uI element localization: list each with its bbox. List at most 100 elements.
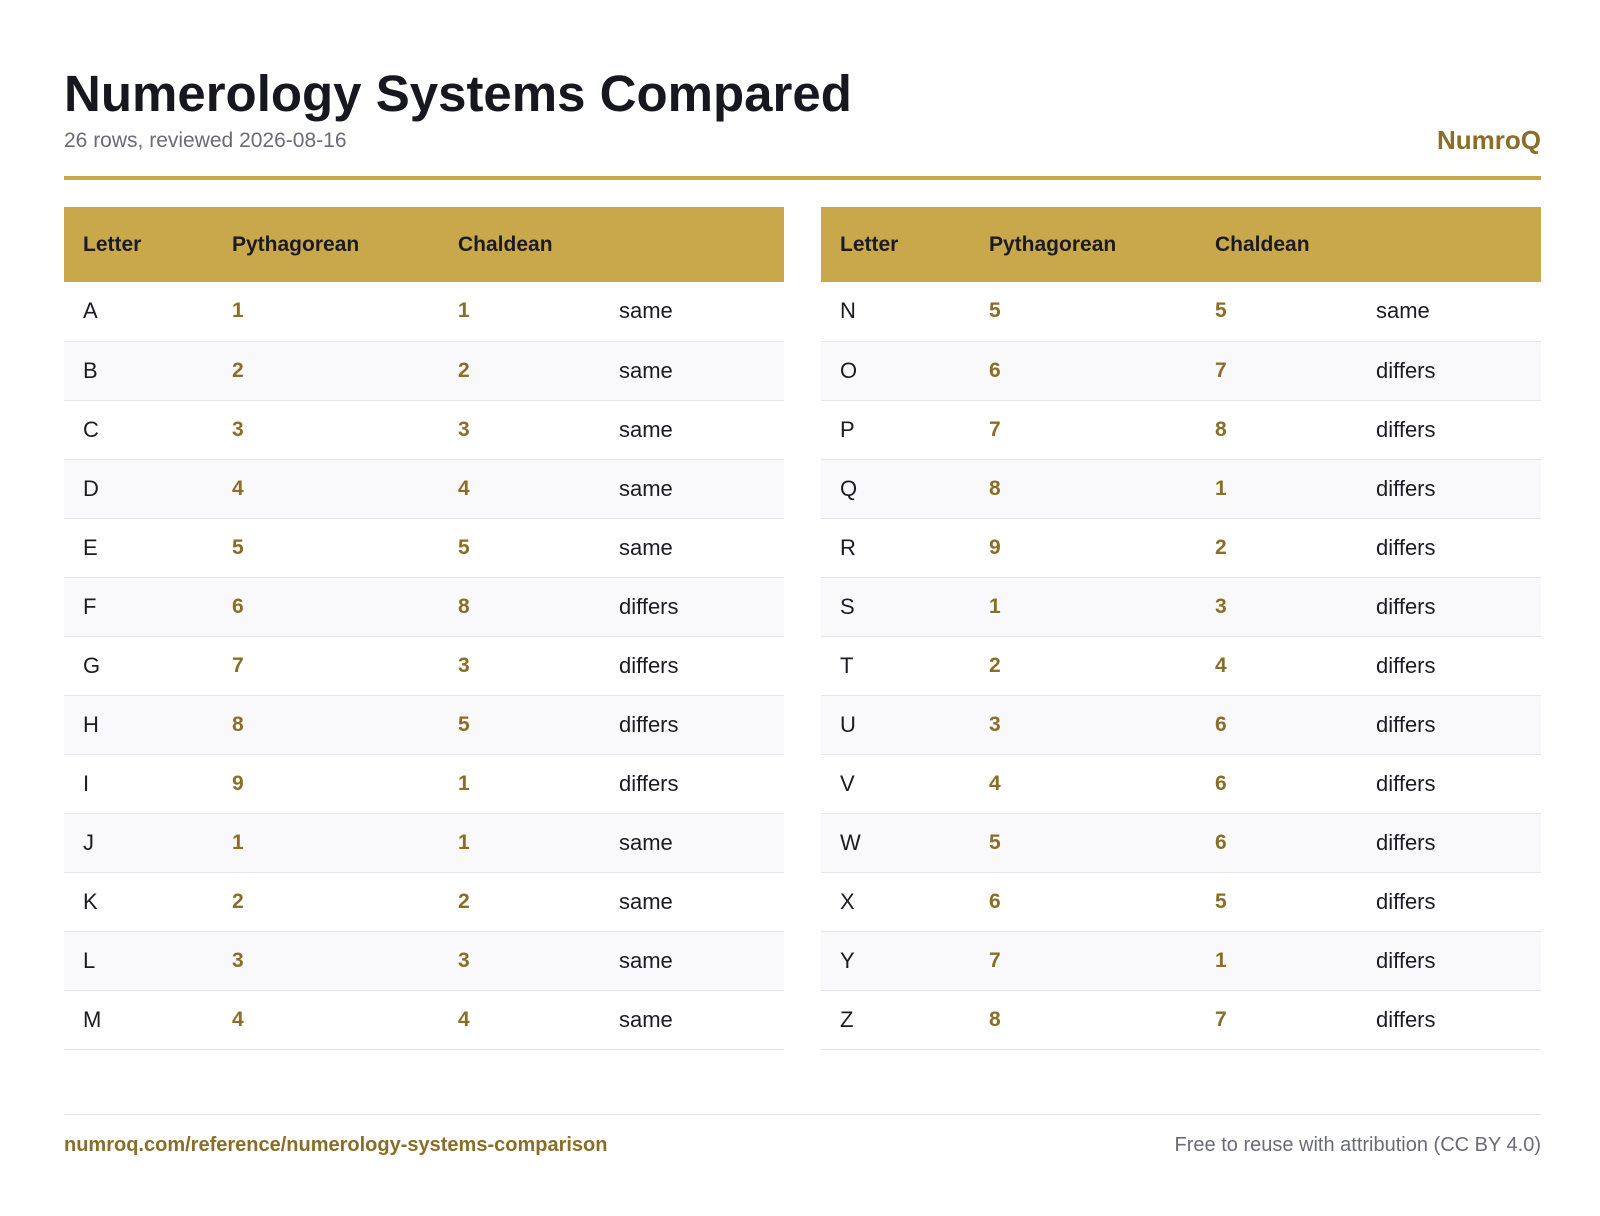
cell-pythagorean-value: 5 <box>970 813 1196 873</box>
cell-match-status: differs <box>1376 518 1541 578</box>
cell-chaldean-value: 1 <box>439 282 619 342</box>
cell-match-status: differs <box>1376 872 1541 932</box>
cell-letter: F <box>64 577 213 637</box>
table-row: W 5 6 differs <box>821 813 1541 873</box>
cell-pythagorean-value: 8 <box>970 990 1196 1050</box>
table-row: L 3 3 same <box>64 931 784 991</box>
table-row: A 1 1 same <box>64 282 784 342</box>
cell-letter: P <box>821 400 970 460</box>
cell-chaldean-value: 7 <box>1196 990 1376 1050</box>
cell-pythagorean-value: 1 <box>970 577 1196 637</box>
cell-chaldean-value: 4 <box>439 459 619 519</box>
cell-chaldean-value: 1 <box>439 813 619 873</box>
cell-pythagorean-value: 9 <box>213 754 439 814</box>
cell-letter: Q <box>821 459 970 519</box>
table-row: S 1 3 differs <box>821 577 1541 637</box>
column-header-letter: Letter <box>83 232 142 256</box>
cell-letter: A <box>64 282 213 342</box>
table-row: R 9 2 differs <box>821 518 1541 578</box>
cell-letter: X <box>821 872 970 932</box>
cell-match-status: differs <box>1376 754 1541 814</box>
cell-match-status: differs <box>1376 931 1541 991</box>
cell-letter: E <box>64 518 213 578</box>
page: Numerology Systems Compared 26 rows, rev… <box>64 0 1541 1216</box>
cell-chaldean-value: 7 <box>1196 341 1376 401</box>
cell-letter: L <box>64 931 213 991</box>
cell-match-status: differs <box>1376 695 1541 755</box>
cell-pythagorean-value: 8 <box>213 695 439 755</box>
source-url-link[interactable]: numroq.com/reference/numerology-systems-… <box>64 1134 608 1156</box>
table-row: K 2 2 same <box>64 872 784 932</box>
cell-pythagorean-value: 8 <box>970 459 1196 519</box>
table-row: C 3 3 same <box>64 400 784 460</box>
column-header-letter: Letter <box>840 232 899 256</box>
cell-match-status: differs <box>619 577 784 637</box>
column-header-pythagorean: Pythagorean <box>989 232 1117 256</box>
cell-chaldean-value: 1 <box>439 754 619 814</box>
cell-pythagorean-value: 9 <box>970 518 1196 578</box>
table-body: N 5 5 same O 6 7 differs P 7 8 differs Q 8 1 differs R 9 2… <box>821 282 1541 1050</box>
table-row: X 6 5 differs <box>821 872 1541 932</box>
cell-letter: H <box>64 695 213 755</box>
cell-chaldean-value: 3 <box>439 636 619 696</box>
cell-letter: D <box>64 459 213 519</box>
comparison-table-left: Letter Pythagorean Chaldean A 1 1 same B 2 2 sa… <box>64 207 784 1050</box>
cell-chaldean-value: 2 <box>439 872 619 932</box>
column-header-status <box>1376 207 1541 282</box>
cell-pythagorean-value: 3 <box>213 931 439 991</box>
cell-match-status: differs <box>1376 577 1541 637</box>
table-row: D 4 4 same <box>64 459 784 519</box>
cell-match-status: differs <box>1376 813 1541 873</box>
cell-letter: I <box>64 754 213 814</box>
table-row: Z 8 7 differs <box>821 990 1541 1050</box>
cell-match-status: same <box>619 813 784 873</box>
table-body: A 1 1 same B 2 2 same C 3 3 same D 4 4 same E 5 5 same F 6 8 di… <box>64 282 784 1050</box>
brand-logo-text: NumroQ <box>1437 125 1541 155</box>
cell-pythagorean-value: 6 <box>213 577 439 637</box>
cell-letter: U <box>821 695 970 755</box>
table-row: B 2 2 same <box>64 341 784 401</box>
table-row: Y 7 1 differs <box>821 931 1541 991</box>
cell-chaldean-value: 2 <box>1196 518 1376 578</box>
cell-chaldean-value: 5 <box>1196 282 1376 342</box>
table-row: Q 8 1 differs <box>821 459 1541 519</box>
cell-letter: Y <box>821 931 970 991</box>
cell-pythagorean-value: 4 <box>970 754 1196 814</box>
cell-letter: J <box>64 813 213 873</box>
cell-pythagorean-value: 5 <box>970 282 1196 342</box>
cell-chaldean-value: 8 <box>1196 400 1376 460</box>
table-row: F 6 8 differs <box>64 577 784 637</box>
cell-match-status: differs <box>619 695 784 755</box>
cell-chaldean-value: 6 <box>1196 695 1376 755</box>
cell-pythagorean-value: 7 <box>213 636 439 696</box>
cell-pythagorean-value: 3 <box>970 695 1196 755</box>
cell-pythagorean-value: 3 <box>213 400 439 460</box>
cell-match-status: same <box>619 990 784 1050</box>
cell-chaldean-value: 4 <box>1196 636 1376 696</box>
cell-letter: Z <box>821 990 970 1050</box>
table-row: P 7 8 differs <box>821 400 1541 460</box>
cell-match-status: same <box>619 872 784 932</box>
cell-pythagorean-value: 2 <box>970 636 1196 696</box>
cell-letter: W <box>821 813 970 873</box>
table-row: J 1 1 same <box>64 813 784 873</box>
comparison-table-right: Letter Pythagorean Chaldean N 5 5 same O 6 7 di… <box>821 207 1541 1050</box>
cell-chaldean-value: 5 <box>439 518 619 578</box>
table-header-row: Letter Pythagorean Chaldean <box>821 207 1541 282</box>
cell-pythagorean-value: 1 <box>213 813 439 873</box>
cell-match-status: differs <box>1376 636 1541 696</box>
table-row: V 4 6 differs <box>821 754 1541 814</box>
cell-letter: B <box>64 341 213 401</box>
cell-chaldean-value: 1 <box>1196 459 1376 519</box>
page-subtitle: 26 rows, reviewed 2026-08-16 <box>64 129 347 152</box>
table-row: G 7 3 differs <box>64 636 784 696</box>
cell-chaldean-value: 3 <box>439 931 619 991</box>
page-footer: numroq.com/reference/numerology-systems-… <box>64 1114 1541 1159</box>
cell-match-status: differs <box>1376 341 1541 401</box>
cell-pythagorean-value: 2 <box>213 341 439 401</box>
cell-chaldean-value: 3 <box>439 400 619 460</box>
page-header: Numerology Systems Compared 26 rows, rev… <box>64 60 1541 180</box>
column-header-pythagorean: Pythagorean <box>232 232 360 256</box>
cell-match-status: differs <box>619 636 784 696</box>
table-row: U 3 6 differs <box>821 695 1541 755</box>
